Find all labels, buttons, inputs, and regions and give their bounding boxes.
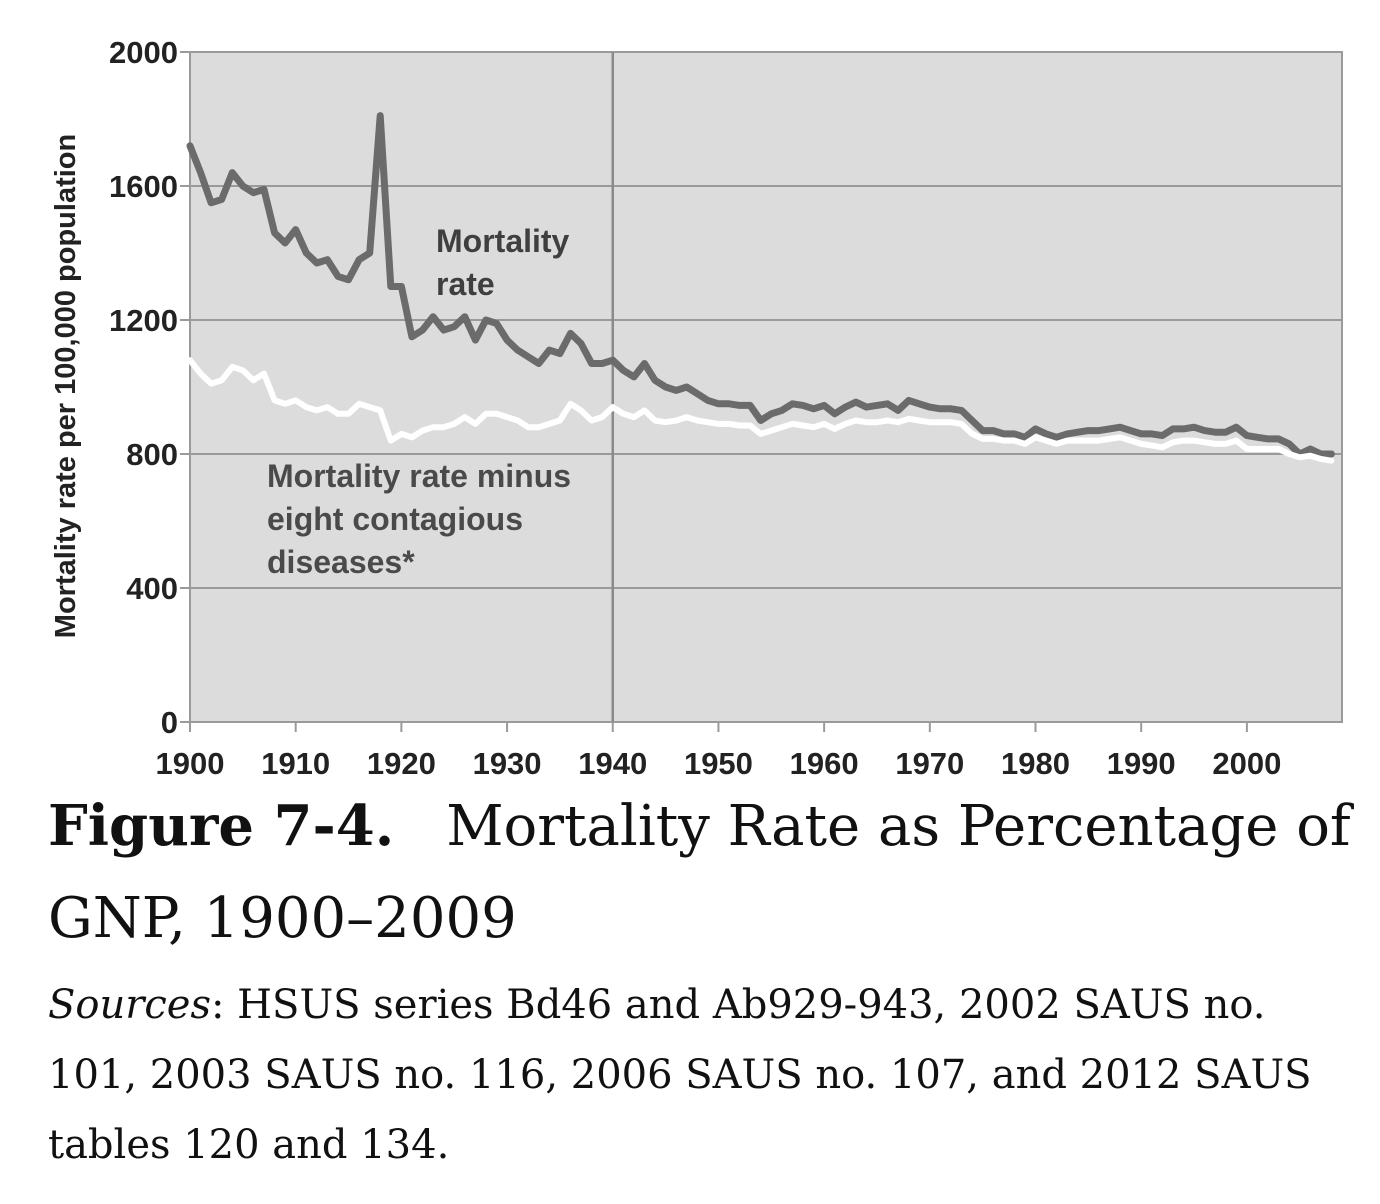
- x-tick-label: 1900: [156, 746, 225, 780]
- plot-background: [189, 51, 1343, 723]
- figure-sources: Sources: HSUS series Bd46 and Ab929-943,…: [48, 970, 1358, 1180]
- minus-contagious-annotation: Mortality rate minus eight contagious di…: [267, 458, 580, 580]
- minus-contagious-line: [187, 357, 1335, 464]
- y-axis-label: Mortality rate per 100,000 population: [50, 134, 82, 638]
- figure-number: Figure 7-4.: [48, 793, 395, 859]
- y-tick-label: 2000: [109, 35, 178, 70]
- series-layer: [186, 112, 1335, 464]
- y-tick-label: 1200: [109, 303, 178, 338]
- mortality-rate-annotation-line: Mortality: [436, 223, 570, 259]
- sources-text: : HSUS series Bd46 and Ab929-943, 2002 S…: [48, 982, 1312, 1168]
- y-tick-label: 400: [126, 571, 178, 606]
- y-tick-label: 800: [126, 437, 178, 472]
- sources-label: Sources: [48, 982, 211, 1028]
- x-tick-label: 1990: [1107, 746, 1176, 780]
- mortality-chart: 0 400 800 1200 1600 2000 1900 1910 1920 1930 1940…: [50, 35, 1343, 780]
- y-axis-ticks: 0 400 800 1200 1600 2000: [109, 35, 190, 740]
- x-tick-label: 1970: [895, 746, 964, 780]
- x-tick-label: 2000: [1212, 746, 1281, 780]
- x-tick-label: 1980: [1001, 746, 1070, 780]
- y-tick-label: 0: [161, 705, 178, 740]
- x-tick-label: 1910: [261, 746, 330, 780]
- x-tick-label: 1950: [684, 746, 753, 780]
- y-tick-label: 1600: [109, 169, 178, 204]
- mortality-rate-line: [186, 112, 1335, 458]
- mortality-rate-annotation-line: rate: [436, 266, 495, 302]
- x-tick-label: 1960: [790, 746, 859, 780]
- mortality-rate-annotation: Mortality rate: [436, 223, 578, 302]
- minus-contagious-annotation-line: diseases*: [267, 544, 415, 580]
- x-tick-label: 1930: [473, 746, 542, 780]
- x-tick-label: 1940: [578, 746, 647, 780]
- x-axis-ticks: 1900 1910 1920 1930 1940 1950 1960 1970 1980 1990…: [156, 722, 1281, 780]
- x-tick-label: 1920: [367, 746, 436, 780]
- figure-caption: Figure 7-4. Mortality Rate as Percentage …: [48, 780, 1358, 965]
- minus-contagious-annotation-line: Mortality rate minus: [267, 458, 571, 494]
- minus-contagious-annotation-line: eight contagious: [267, 501, 523, 537]
- figure-title: Mortality Rate as Percentage of GNP, 190…: [48, 794, 1351, 951]
